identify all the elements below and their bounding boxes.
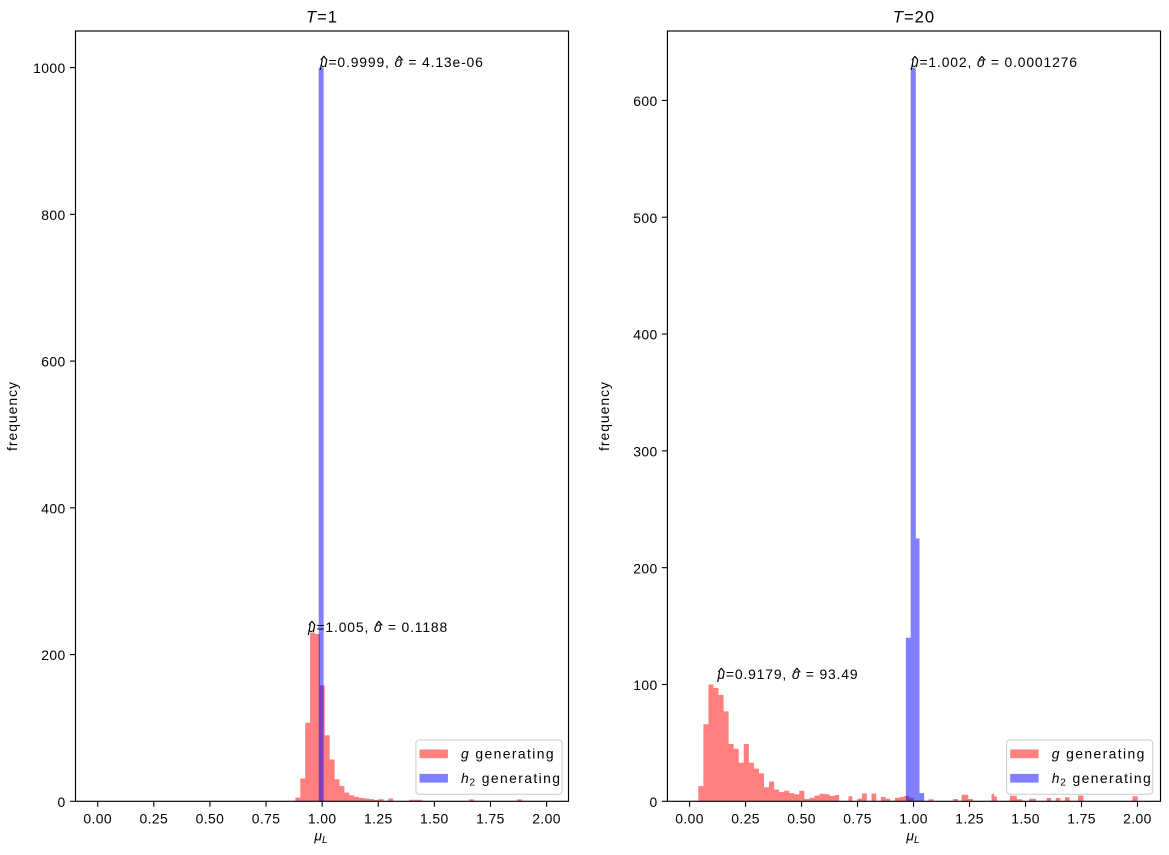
svg-text:0: 0	[649, 794, 657, 810]
svg-text:500: 500	[633, 210, 657, 226]
svg-text:200: 200	[41, 647, 65, 663]
svg-text:μ=0.9179, σ = 93.49: μ=0.9179, σ = 93.49	[716, 666, 858, 682]
svg-text:800: 800	[41, 207, 65, 223]
svg-text:600: 600	[41, 354, 65, 370]
svg-text:1.75: 1.75	[1067, 810, 1096, 826]
svg-text:μ=0.9999, σ = 4.13e-06: μ=0.9999, σ = 4.13e-06	[319, 54, 484, 70]
svg-text:1.00: 1.00	[308, 810, 337, 826]
svg-text:0.75: 0.75	[252, 810, 281, 826]
svg-text:μ=1.002, σ = 0.0001276: μ=1.002, σ = 0.0001276	[910, 54, 1078, 70]
svg-text:1.00: 1.00	[899, 810, 928, 826]
svg-text:400: 400	[633, 327, 657, 343]
svg-text:300: 300	[633, 443, 657, 459]
svg-text:0.50: 0.50	[787, 810, 816, 826]
svg-text:600: 600	[633, 93, 657, 109]
svg-text:1.25: 1.25	[955, 810, 984, 826]
svg-text:g generating: g generating	[1052, 746, 1146, 762]
svg-text:2.00: 2.00	[1123, 810, 1152, 826]
svg-text:0.25: 0.25	[731, 810, 760, 826]
svg-text:0.25: 0.25	[139, 810, 168, 826]
svg-text:g generating: g generating	[461, 746, 555, 762]
svg-text:0.50: 0.50	[196, 810, 225, 826]
svg-text:0: 0	[58, 794, 66, 810]
svg-text:0.00: 0.00	[675, 810, 704, 826]
svg-text:frequency: frequency	[4, 381, 20, 451]
svg-text:200: 200	[633, 560, 657, 576]
svg-text:0.75: 0.75	[843, 810, 872, 826]
svg-text:2.00: 2.00	[532, 810, 561, 826]
svg-text:frequency: frequency	[596, 381, 612, 451]
svg-text:1.50: 1.50	[420, 810, 449, 826]
svg-text:400: 400	[41, 500, 65, 516]
svg-text:h2 generating: h2 generating	[1052, 770, 1152, 789]
svg-text:1.75: 1.75	[476, 810, 505, 826]
svg-text:T=20: T=20	[893, 7, 935, 26]
svg-text:1000: 1000	[33, 60, 66, 76]
svg-text:0.00: 0.00	[83, 810, 112, 826]
svg-text:100: 100	[633, 677, 657, 693]
svg-text:μ=1.005, σ = 0.1188: μ=1.005, σ = 0.1188	[307, 619, 448, 635]
svg-text:1.50: 1.50	[1011, 810, 1040, 826]
svg-text:T=1: T=1	[306, 7, 338, 26]
svg-text:1.25: 1.25	[364, 810, 393, 826]
svg-text:h2 generating: h2 generating	[461, 770, 561, 789]
